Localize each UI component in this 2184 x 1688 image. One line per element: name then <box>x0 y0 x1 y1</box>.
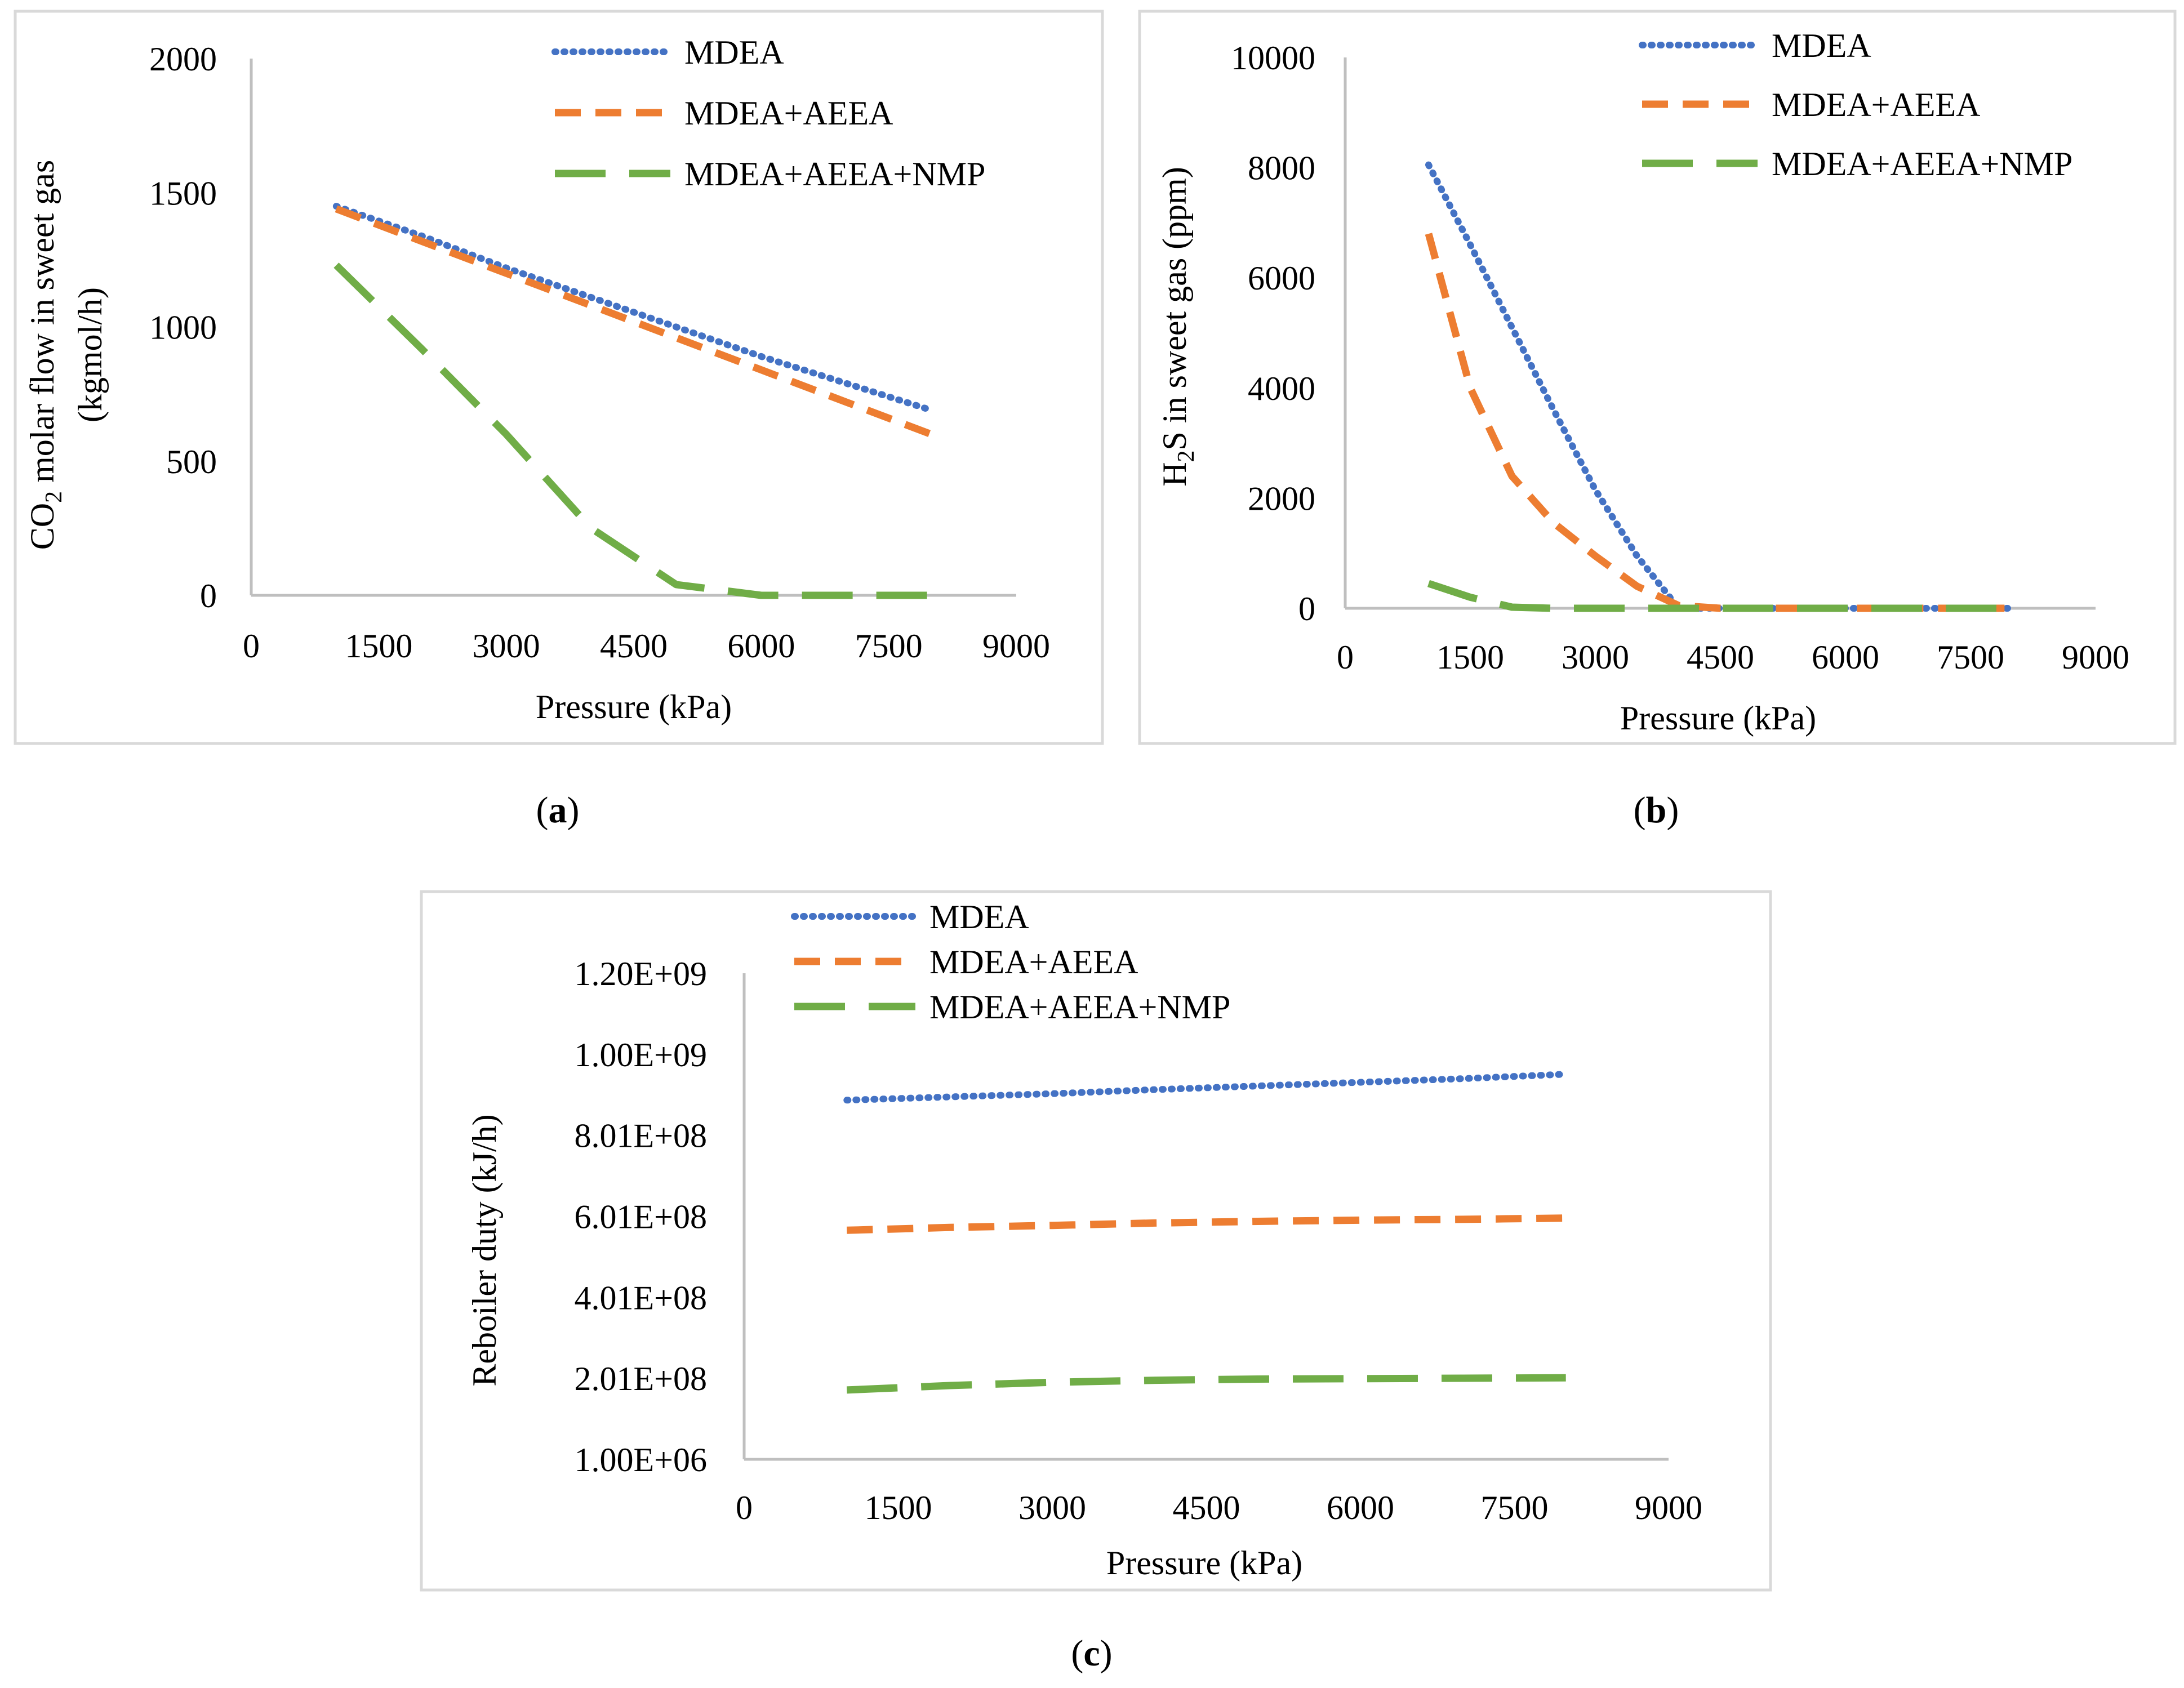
series-line-a-mdea <box>332 203 935 414</box>
y-tick-label-c: 8.01E+08 <box>575 1117 708 1155</box>
chart-panel-c: 1.00E+06 2.01E+08 4.01E+08 6.01E+08 8.01E+08… <box>420 890 1772 1592</box>
x-tick-label-b: 7500 <box>1937 639 2004 676</box>
y-tick-label-b: 10000 <box>1231 39 1315 77</box>
y-axis-label-c: Reboiler duty (kJ/h) <box>466 1114 503 1386</box>
legend-label-c: MDEA <box>929 898 1029 936</box>
y-tick-label-a: 1000 <box>149 309 217 346</box>
y-tick-label-a: 0 <box>200 577 217 614</box>
y-axis-label-a-line1: CO2 molar flow in sweet gas <box>24 160 67 550</box>
caption-a-letter: a <box>549 790 567 831</box>
series-line-c-mdea <box>843 1071 1569 1104</box>
x-tick-label-b: 9000 <box>2062 639 2129 676</box>
y-axis-label-b: H2S in sweet gas (ppm) <box>1156 167 1199 487</box>
y-tick-label-b: 6000 <box>1248 260 1315 297</box>
y-tick-label-c: 2.01E+08 <box>575 1360 708 1397</box>
y-tick-label-b: 2000 <box>1248 480 1315 517</box>
x-tick-label-c: 6000 <box>1327 1489 1394 1526</box>
y-tick-label-c: 1.00E+09 <box>575 1036 708 1074</box>
x-tick-label-b: 6000 <box>1812 639 1879 676</box>
x-tick-label-c: 9000 <box>1635 1489 1702 1526</box>
caption-b: (b) <box>1634 790 1679 831</box>
legend-label-b: MDEA+AEEA+NMP <box>1772 145 2072 182</box>
x-tick-label-a: 6000 <box>727 627 795 665</box>
caption-b-letter: b <box>1646 790 1667 831</box>
y-tick-label-c: 1.00E+06 <box>575 1441 708 1478</box>
chart-panel-b: 0 2000 4000 6000 8000 10000 0 1500 3000 4500 6000 7… <box>1138 10 2177 745</box>
y-axis-label-a-part1: CO <box>24 503 61 550</box>
plot-area-a: 0 500 1000 1500 2000 0 1500 3000 4500 6000 7500 900… <box>149 34 1050 665</box>
x-axis-label-a: Pressure (kPa) <box>536 688 732 725</box>
x-axis-label-b: Pressure (kPa) <box>1620 700 1816 737</box>
series-line-c-mdea-aeea-nmp <box>847 1374 1566 1394</box>
y-tick-label-b: 8000 <box>1248 150 1315 187</box>
series-line-a-mdea-aeea-nmp <box>333 262 932 599</box>
x-tick-label-c: 7500 <box>1481 1489 1549 1526</box>
y-tick-label-a: 2000 <box>149 41 217 78</box>
chart-frame-c <box>420 890 1772 1592</box>
y-tick-label-b: 0 <box>1298 590 1315 627</box>
x-tick-label-a: 4500 <box>600 627 668 665</box>
x-axis-label-c: Pressure (kPa) <box>1106 1544 1302 1582</box>
x-tick-label-a: 3000 <box>473 627 540 665</box>
legend-label-a: MDEA+AEEA <box>684 95 893 132</box>
legend-label-c: MDEA+AEEA <box>929 943 1138 981</box>
y-tick-label-c: 6.01E+08 <box>575 1199 708 1236</box>
y-axis-label-b-part3: S in sweet gas (ppm) <box>1156 167 1193 450</box>
plot-area-c: 1.00E+06 2.01E+08 4.01E+08 6.01E+08 8.01E+08… <box>575 898 1703 1526</box>
caption-c-letter: c <box>1083 1633 1100 1674</box>
series-line-a-mdea-aeea <box>335 205 933 438</box>
y-axis-label-a-part3: molar flow in sweet gas <box>24 160 61 491</box>
series-line-b-mdea-aeea-nmp <box>1427 580 2012 612</box>
caption-a: (a) <box>536 790 580 831</box>
legend-label-a: MDEA+AEEA+NMP <box>684 155 985 193</box>
legend-label-a: MDEA <box>684 34 784 71</box>
chart-frame-b <box>1138 10 2177 745</box>
x-tick-label-a: 1500 <box>345 627 412 665</box>
x-tick-label-b: 3000 <box>1562 639 1629 676</box>
x-tick-label-c: 0 <box>736 1489 753 1526</box>
x-tick-label-a: 0 <box>243 627 260 665</box>
series-line-b-mdea-aeea <box>1425 233 2012 612</box>
y-tick-label-b: 4000 <box>1248 370 1315 407</box>
x-tick-label-a: 7500 <box>855 627 923 665</box>
legend-label-b: MDEA+AEEA <box>1772 86 1980 123</box>
plot-area-b: 0 2000 4000 6000 8000 10000 0 1500 3000 4500 6000 7… <box>1231 27 2129 676</box>
y-tick-label-a: 500 <box>166 443 217 480</box>
y-tick-label-a: 1500 <box>149 175 217 212</box>
y-axis-label-a-line2: (kgmol/h) <box>72 287 109 422</box>
x-tick-label-b: 1500 <box>1436 639 1504 676</box>
y-axis-label-a-subscript: 2 <box>41 491 67 503</box>
y-axis-label-b-subscript: 2 <box>1173 450 1199 462</box>
y-axis-label-b-part1: H <box>1156 462 1193 486</box>
x-tick-label-a: 9000 <box>982 627 1050 665</box>
x-tick-label-b: 0 <box>1337 639 1354 676</box>
x-tick-label-c: 3000 <box>1018 1489 1086 1526</box>
x-tick-label-b: 4500 <box>1687 639 1754 676</box>
y-tick-label-c: 1.20E+09 <box>575 955 708 992</box>
legend-label-b: MDEA <box>1772 27 1871 64</box>
chart-frame-a <box>14 10 1104 745</box>
legend-label-c: MDEA+AEEA+NMP <box>929 988 1230 1026</box>
chart-panel-a: 0 500 1000 1500 2000 0 1500 3000 4500 6000 7500 900… <box>14 10 1104 745</box>
y-tick-label-c: 4.01E+08 <box>575 1279 708 1316</box>
caption-c: (c) <box>1071 1633 1112 1674</box>
x-tick-label-c: 1500 <box>865 1489 932 1526</box>
x-tick-label-c: 4500 <box>1173 1489 1240 1526</box>
